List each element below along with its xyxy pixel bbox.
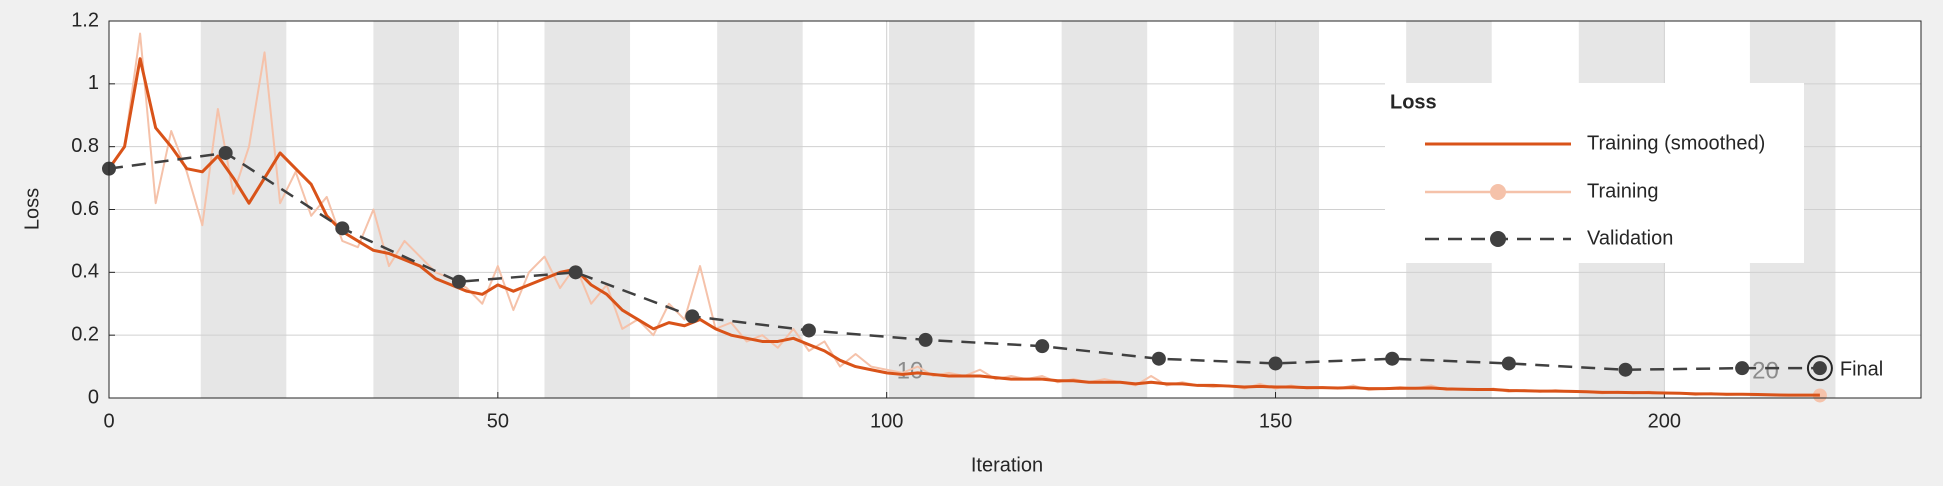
x-tick-label: 100 — [870, 410, 903, 432]
legend-marker — [1490, 231, 1506, 247]
x-tick-label: 0 — [103, 410, 114, 432]
legend-marker — [1490, 184, 1506, 200]
validation-marker — [218, 145, 233, 160]
validation-marker — [685, 309, 700, 324]
validation-marker — [801, 323, 816, 338]
epoch-label: 10 — [897, 357, 924, 384]
axes-box — [108, 20, 1922, 399]
y-tick-label: 0.6 — [71, 198, 99, 220]
x-tick-label: 200 — [1648, 410, 1681, 432]
training-line — [107, 57, 1820, 397]
y-tick-label: 0 — [88, 386, 99, 408]
validation-marker — [1812, 361, 1827, 376]
y-tick-label: 0.4 — [71, 261, 99, 283]
validation-marker — [1735, 361, 1750, 376]
final-ring — [1806, 355, 1833, 382]
final-label: Final — [1840, 358, 1883, 380]
legend-title: Loss — [1390, 91, 1437, 113]
axes: 0 0.2 0.4 0.6 0.8 1 1.2 0 50 100 150 200 10 20 Final Lo… — [71, 9, 1922, 432]
legend: Loss Training (smoothed) Training Validatio… — [1385, 83, 1804, 263]
validation-line — [108, 151, 1820, 371]
validation-marker — [568, 265, 583, 280]
validation-marker — [1618, 362, 1633, 377]
x-axis-label: Iteration — [971, 454, 1043, 476]
validation-marker — [451, 274, 466, 289]
y-tick-label: 1 — [88, 72, 99, 94]
legend-label: Training (smoothed) — [1587, 132, 1765, 154]
y-tick-label: 0.2 — [71, 323, 99, 345]
validation-marker — [1151, 351, 1166, 366]
validation-marker — [1501, 356, 1516, 371]
validation-marker — [1035, 339, 1050, 354]
legend-label: Training — [1587, 180, 1659, 202]
legend-label: Validation — [1587, 227, 1673, 249]
validation-marker — [335, 221, 350, 236]
x-tick-label: 150 — [1259, 410, 1292, 432]
y-tick-label: 1.2 — [71, 9, 99, 31]
legend-box — [1385, 83, 1804, 263]
epoch-label: 20 — [1752, 357, 1779, 384]
y-tick-label: 0.8 — [71, 135, 99, 157]
validation-marker — [1268, 356, 1283, 371]
validation-marker — [918, 332, 933, 347]
x-tick-label: 50 — [487, 410, 509, 432]
validation-marker — [1385, 351, 1400, 366]
y-axis-label: Loss — [21, 188, 43, 230]
